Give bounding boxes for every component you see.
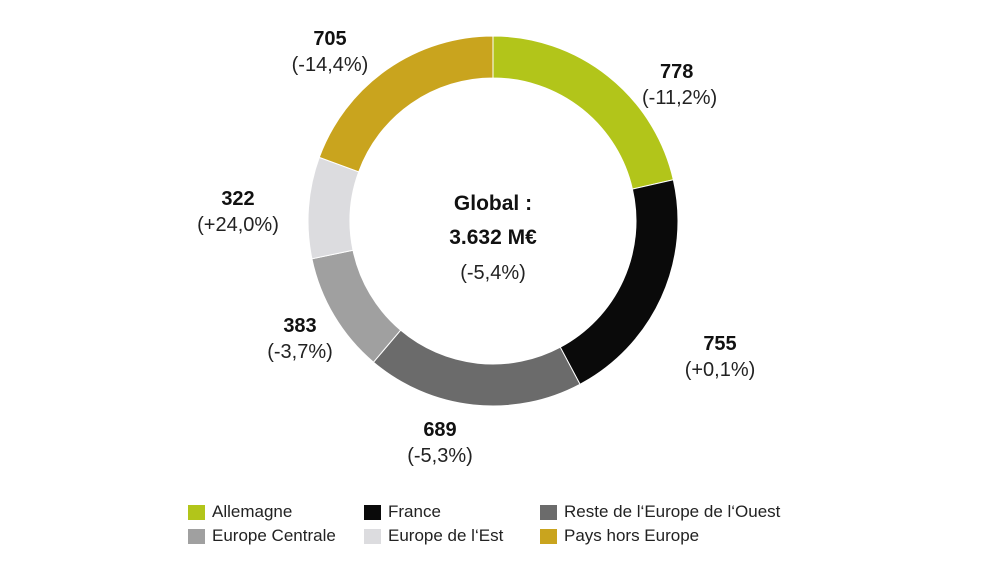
legend-item: Europe Centrale: [188, 526, 364, 546]
slice-value-label: 689: [423, 419, 456, 441]
slice-value-label: 705: [313, 28, 346, 50]
slice-value-label: 778: [660, 61, 693, 83]
legend-swatch: [540, 504, 557, 520]
slice-change-label: (+0,1%): [685, 359, 756, 381]
legend-swatch: [188, 528, 205, 544]
legend-swatch: [364, 504, 381, 520]
center-change: (-5,4%): [460, 262, 526, 284]
legend-label: Reste de l‘Europe de l‘Ouest: [564, 502, 781, 521]
legend-swatch: [540, 528, 557, 544]
legend: Allemagne France Reste de l‘Europe de l‘Ou…: [188, 502, 840, 546]
legend-item: Allemagne: [188, 502, 364, 522]
slice-change-label: (+24,0%): [197, 214, 279, 236]
legend-label: Europe de l‘Est: [388, 526, 504, 545]
slice-change-label: (-3,7%): [267, 341, 333, 363]
legend-item: Pays hors Europe: [540, 526, 840, 546]
donut-slice-3: [372, 329, 581, 407]
donut-slice-5: [307, 156, 360, 260]
donut-slice-6: [318, 35, 494, 173]
legend-swatch: [364, 528, 381, 544]
legend-label: Pays hors Europe: [564, 526, 700, 545]
center-total: 3.632 M€: [449, 226, 537, 249]
center-label: Global : 3.632 M€ (-5,4%): [449, 192, 537, 284]
legend-item: Reste de l‘Europe de l‘Ouest: [540, 502, 840, 522]
slice-change-label: (-5,3%): [407, 445, 473, 467]
slice-value-label: 383: [283, 315, 316, 337]
legend-label: Europe Centrale: [212, 526, 336, 545]
labels-layer: 778 (-11,2%) 755 (+0,1%) 689 (-5,3%) 383 (-3,7%…: [197, 28, 755, 467]
legend-item: France: [364, 502, 540, 522]
slices-layer: [307, 35, 679, 407]
donut-slice-1: [492, 35, 674, 190]
slice-value-label: 322: [221, 188, 254, 210]
legend-swatch: [188, 504, 205, 520]
slice-change-label: (-11,2%): [642, 87, 717, 109]
slice-change-label: (-14,4%): [292, 54, 369, 76]
legend-item: Europe de l‘Est: [364, 526, 540, 546]
slice-value-label: 755: [703, 333, 736, 355]
legend-label: France: [388, 502, 441, 521]
center-title: Global :: [454, 192, 532, 215]
legend-label: Allemagne: [212, 502, 293, 521]
donut-slice-2: [559, 179, 679, 385]
